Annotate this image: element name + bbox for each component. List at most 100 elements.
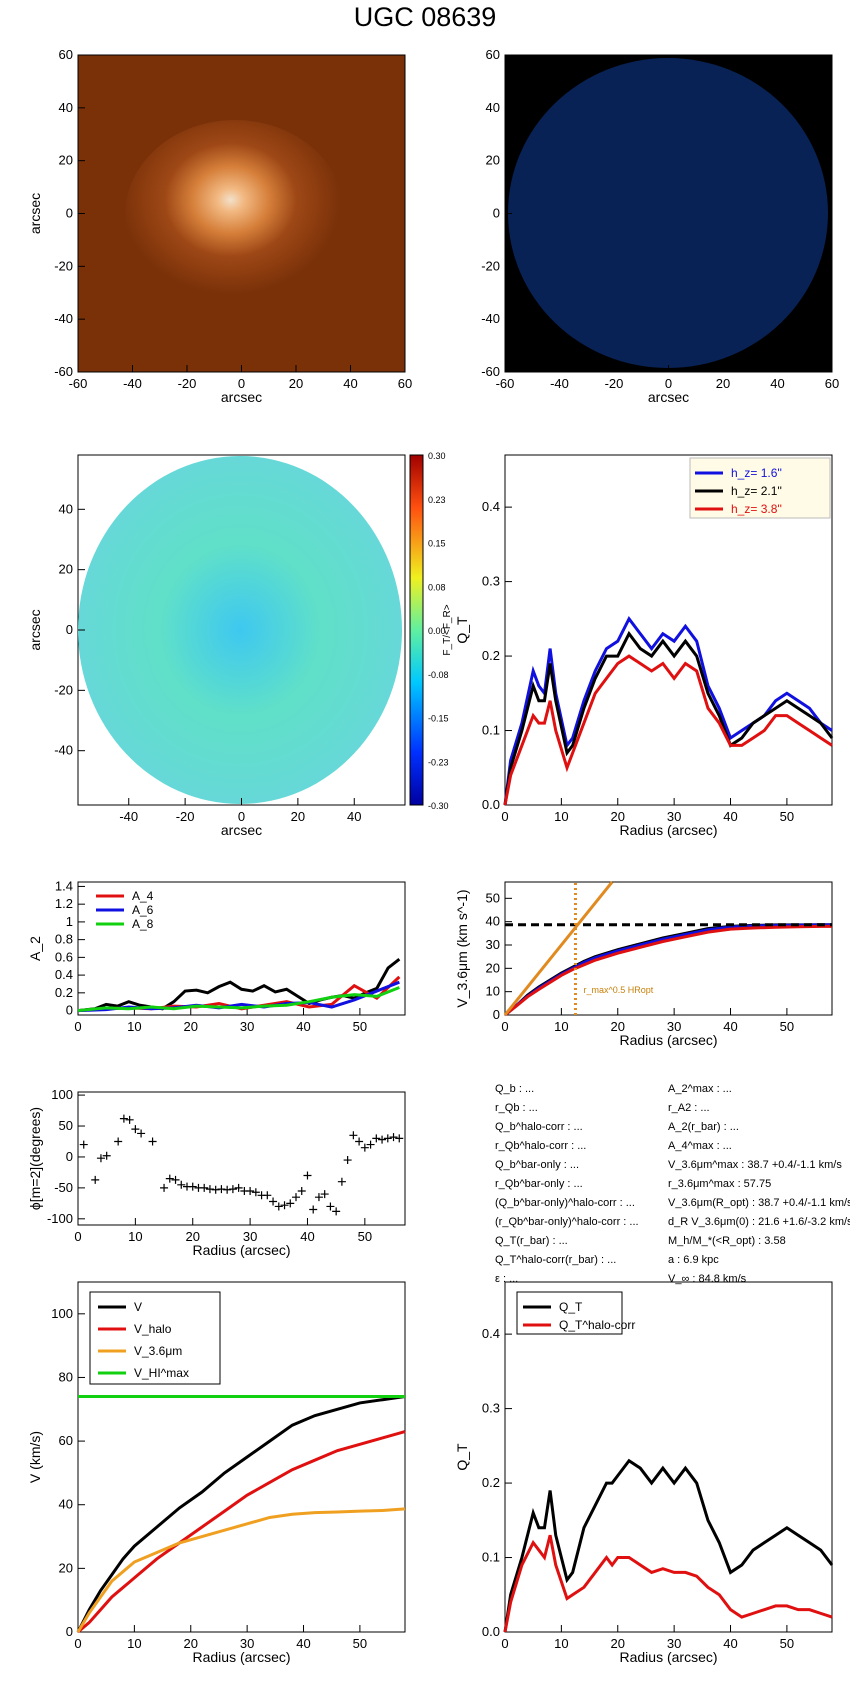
scatter-point: [389, 1133, 398, 1142]
x-tick-label: 10: [554, 1636, 568, 1651]
x-tick-label: 20: [611, 809, 625, 824]
scatter-point: [366, 1140, 375, 1149]
y-tick-label: 50: [59, 1118, 73, 1133]
scatter-point: [223, 1185, 232, 1194]
colorbar-tick-label: -0.08: [428, 670, 449, 680]
legend-label: V: [134, 1300, 142, 1314]
y-axis-label: V_3.6μm (km s^-1): [454, 889, 470, 1007]
y-tick-label: 0: [66, 206, 73, 221]
y-tick-label: 60: [486, 47, 500, 62]
scatter-point: [148, 1137, 157, 1146]
scatter-point: [137, 1129, 146, 1138]
param-right-item: r_A2 : ...: [668, 1102, 710, 1114]
y-axis-label: arcsec: [27, 609, 43, 650]
x-tick-label: 50: [353, 1636, 367, 1651]
y-tick-label: 0.6: [55, 949, 73, 964]
scatter-point: [131, 1125, 140, 1134]
series-line-A-2: [77, 957, 401, 1013]
scatter-point: [200, 1183, 209, 1192]
x-tick-label: 0: [665, 376, 672, 391]
x-tick-label: 50: [780, 1636, 794, 1651]
legend-box: [516, 1291, 623, 1335]
y-tick-label: -40: [481, 311, 500, 326]
param-left-item: r_Qb^halo-corr : ...: [495, 1140, 587, 1152]
x-tick-label: 20: [716, 376, 730, 391]
x-axis-label: Radius (arcsec): [619, 822, 717, 838]
series-line-A-8: [77, 986, 400, 1013]
y-tick-label: 20: [59, 153, 73, 168]
scatter-point: [246, 1186, 255, 1195]
colorbar-tick-label: -0.23: [428, 757, 449, 767]
galaxy-image-blue: [504, 54, 833, 373]
scatter-point: [395, 1134, 404, 1143]
legend-label: Q_T: [559, 1300, 583, 1314]
y-tick-label: -100: [47, 1211, 73, 1226]
x-tick-label: 50: [780, 1019, 794, 1034]
y-tick-label: -20: [481, 258, 500, 273]
x-tick-label: 10: [554, 1019, 568, 1034]
x-tick-label: 30: [243, 1229, 257, 1244]
x-tick-label: -20: [178, 376, 197, 391]
series-line-Q-T-halo-corr: [503, 1534, 833, 1633]
scatter-point: [343, 1156, 352, 1165]
param-left-item: (Q_b^bar-only)^halo-corr : ...: [495, 1197, 635, 1209]
y-tick-label: 40: [486, 914, 500, 929]
y-tick-label: 40: [59, 501, 73, 516]
x-tick-label: -60: [496, 376, 515, 391]
y-axis-label: A_2: [27, 936, 43, 961]
y-tick-label: -50: [54, 1180, 73, 1195]
colorbar-tick-label: 0.15: [428, 539, 446, 549]
x-tick-label: 40: [296, 1636, 310, 1651]
legend-label: h_z= 2.1'': [731, 484, 782, 498]
y-tick-label: 1.4: [55, 878, 73, 893]
scatter-point: [309, 1205, 318, 1214]
param-left-item: ε : ...: [495, 1273, 519, 1285]
x-tick-label: 50: [353, 1019, 367, 1034]
x-tick-label: 40: [300, 1229, 314, 1244]
scatter-point: [228, 1185, 237, 1194]
x-axis-label: arcsec: [221, 389, 262, 405]
x-tick-label: -20: [176, 809, 195, 824]
x-tick-label: 20: [186, 1229, 200, 1244]
scatter-point: [79, 1140, 88, 1149]
series-line-blue: [504, 923, 832, 1017]
qt-halo-corr-chart: 0 10 20 30 40 50 0.0 0.1 0.2 0.3 0.4 Radius (arcsec…: [454, 1281, 834, 1665]
series-line-V: [76, 1395, 406, 1633]
y-tick-label: 0.0: [482, 1624, 500, 1639]
x-tick-label: 0: [74, 1636, 81, 1651]
scatter-point: [378, 1135, 387, 1144]
y-tick-label: 40: [59, 1497, 73, 1512]
colorbar-tick-label: -0.15: [428, 714, 449, 724]
scatter-point: [349, 1131, 358, 1140]
param-left-item: (r_Qb^bar-only)^halo-corr : ...: [495, 1216, 639, 1228]
x-tick-label: 40: [347, 809, 361, 824]
param-left-item: Q_b^halo-corr : ...: [495, 1121, 583, 1133]
colorbar-tick-label: -0.30: [428, 801, 449, 811]
colorbar-label: F_T/<F_R>: [442, 604, 453, 655]
param-left-item: r_Qb : ...: [495, 1102, 538, 1114]
x-tick-label: -40: [550, 376, 569, 391]
x-tick-label: 20: [184, 1636, 198, 1651]
series-line-red: [504, 924, 832, 1017]
scatter-point: [269, 1197, 278, 1206]
scatter-point: [326, 1202, 335, 1211]
scatter-point: [125, 1115, 134, 1124]
series-line-h-z-2-1-: [503, 630, 834, 806]
colorbar-tick-label: 0.23: [428, 495, 446, 505]
y-tick-label: 10: [486, 984, 500, 999]
param-right-item: A_4^max : ...: [668, 1140, 732, 1152]
y-tick-label: 1: [66, 914, 73, 929]
y-tick-label: 0.0: [482, 797, 500, 812]
legend-label: h_z= 3.8'': [731, 502, 782, 516]
y-tick-label: 0: [66, 1624, 73, 1639]
y-tick-label: 100: [51, 1306, 73, 1321]
x-axis-label: Radius (arcsec): [192, 1242, 290, 1258]
x-axis-label: Radius (arcsec): [619, 1649, 717, 1665]
y-tick-label: 0: [493, 206, 500, 221]
y-tick-label: 50: [486, 890, 500, 905]
x-tick-label: -40: [123, 376, 142, 391]
y-tick-label: -40: [54, 311, 73, 326]
param-left-item: Q_b^bar-only : ...: [495, 1159, 580, 1171]
scatter-point: [160, 1183, 169, 1192]
